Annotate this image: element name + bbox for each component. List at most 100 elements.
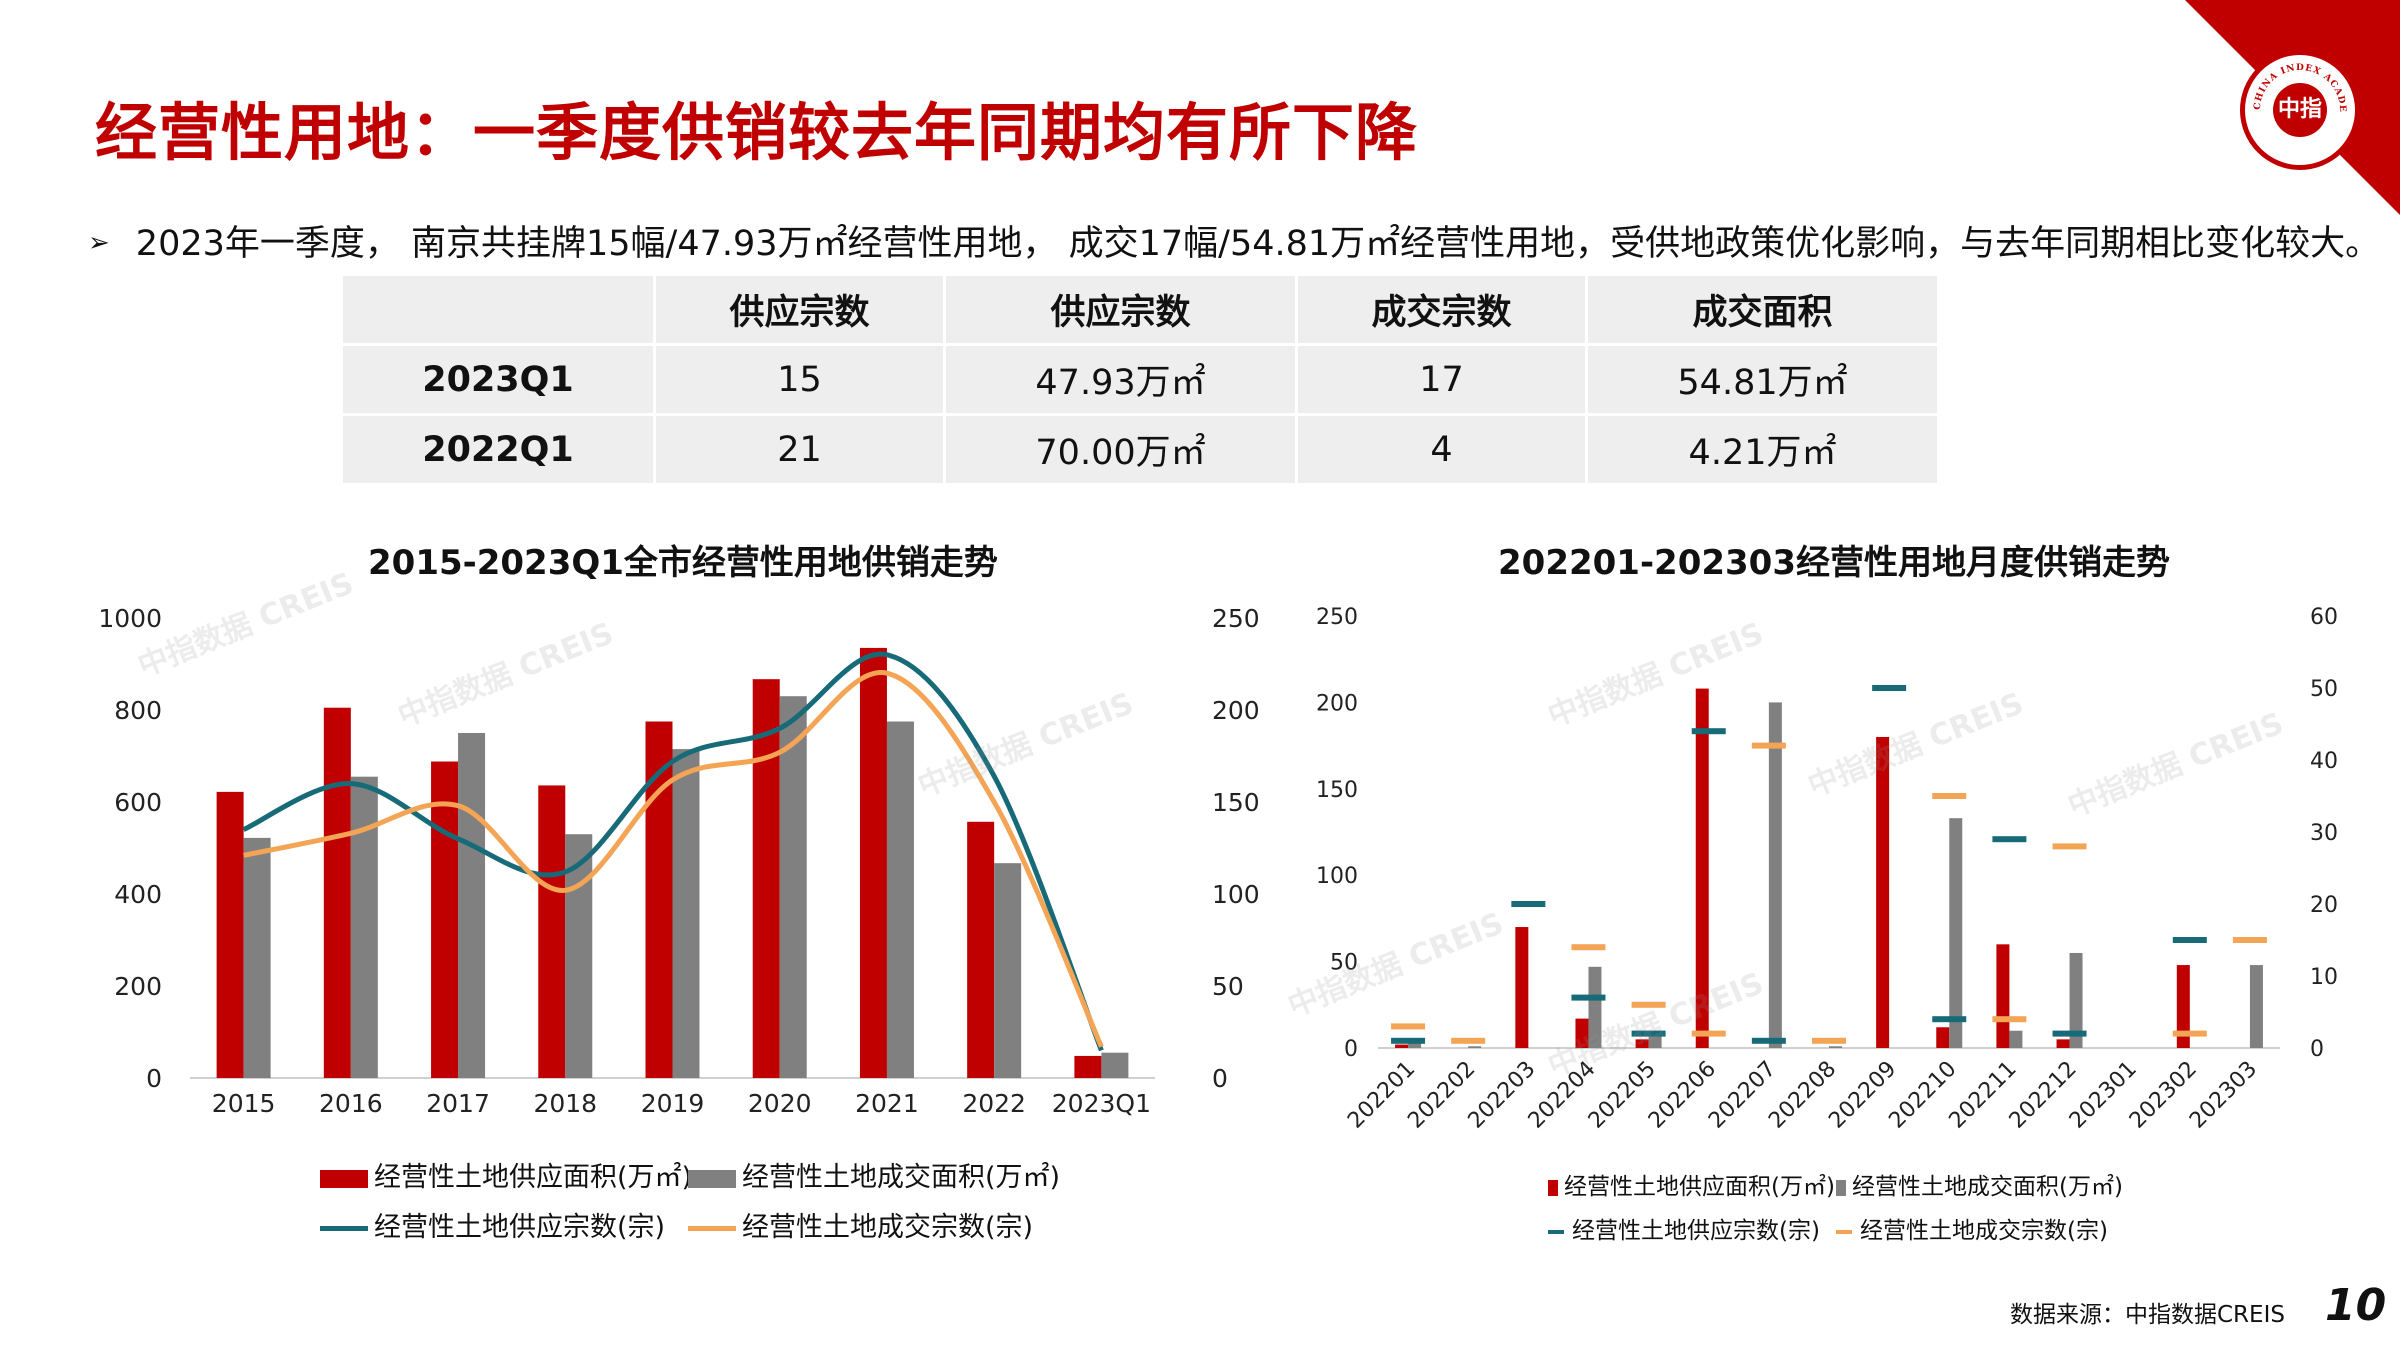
supply-area-bar xyxy=(431,761,459,1078)
supply-count-marker xyxy=(1992,836,2027,843)
table-header-cell: 供应宗数 xyxy=(946,276,1295,343)
legend-label: 经营性土地供应宗数(宗) xyxy=(374,1212,666,1243)
legend-swatch-deal-area xyxy=(1836,1179,1846,1196)
deal-count-marker xyxy=(2172,1030,2207,1037)
x-tick-label: 2018 xyxy=(533,1089,597,1118)
y2-tick-label: 100 xyxy=(1212,880,1260,909)
legend-label: 经营性土地供应面积(万㎡) xyxy=(374,1162,693,1193)
page-title: 经营性用地：一季度供销较去年同期均有所下降 xyxy=(95,96,1419,169)
supply-area-bar xyxy=(967,821,995,1078)
supply-area-bar xyxy=(1074,1055,1102,1078)
deal-area-bar xyxy=(2009,1030,2023,1048)
deal-count-marker xyxy=(1812,1037,1846,1044)
summary-table: 供应宗数 供应宗数 成交宗数 成交面积 2023Q1 15 47.93万㎡ 17… xyxy=(340,273,1940,486)
table-header-cell xyxy=(343,276,653,343)
supply-area-bar xyxy=(1876,736,1890,1048)
legend-swatch-supply-area xyxy=(1548,1179,1558,1196)
legend-swatch-supply-area xyxy=(320,1169,368,1188)
supply-count-marker xyxy=(1751,1037,1786,1044)
supply-area-bar xyxy=(1515,927,1529,1048)
table-row: 2023Q1 15 47.93万㎡ 17 54.81万㎡ xyxy=(343,346,1937,413)
deal-count-marker xyxy=(2232,937,2267,943)
supply-count-line xyxy=(242,651,1104,1052)
x-tick-label: 202303 xyxy=(2185,1057,2262,1134)
y2-tick-label: 0 xyxy=(1212,1064,1228,1093)
y-tick-label: 100 xyxy=(1316,864,1358,889)
legend-label: 经营性土地供应宗数(宗) xyxy=(1572,1218,1820,1244)
y-tick-label: 150 xyxy=(1316,778,1358,803)
chart2-legend-deal-area: 经营性土地成交面积(万㎡) xyxy=(1836,1167,2123,1201)
y-tick-label: 0 xyxy=(1344,1037,1358,1062)
bullet-arrow-icon: ➢ xyxy=(88,228,110,258)
legend-swatch-supply-count xyxy=(320,1226,368,1231)
x-tick-label: 2016 xyxy=(319,1089,383,1118)
y2-tick-label: 60 xyxy=(2310,605,2338,630)
y2-tick-label: 200 xyxy=(1212,696,1260,725)
deal-area-bar xyxy=(886,721,914,1078)
chart2-legend-supply-count: 经营性土地供应宗数(宗) xyxy=(1548,1211,1820,1245)
legend-label: 经营性土地成交面积(万㎡) xyxy=(742,1162,1061,1193)
table-cell: 47.93万㎡ xyxy=(946,346,1295,413)
supply-count-marker xyxy=(1932,1016,1967,1023)
legend-label: 经营性土地供应面积(万㎡) xyxy=(1564,1174,1835,1200)
deal-area-bar xyxy=(994,863,1022,1078)
y-tick-label: 800 xyxy=(114,696,162,725)
supply-area-bar xyxy=(1936,1027,1950,1048)
deal-area-bar xyxy=(1829,1046,1842,1048)
y2-tick-label: 50 xyxy=(1212,972,1244,1001)
deal-area-bar xyxy=(458,733,486,1078)
y-tick-label: 1000 xyxy=(98,604,162,633)
page-number: 10 xyxy=(2325,1280,2387,1331)
supply-count-marker xyxy=(1391,1037,1426,1044)
supply-area-bar xyxy=(216,791,244,1078)
deal-area-bar xyxy=(1101,1052,1129,1078)
summary-bullet: ➢ 2023年一季度， 南京共挂牌15幅/47.93万㎡经营性用地， 成交17幅/… xyxy=(88,215,2380,266)
deal-count-marker xyxy=(1932,793,1967,799)
chart1-legend-supply-area: 经营性土地供应面积(万㎡) xyxy=(320,1155,692,1194)
chart1-title: 2015-2023Q1全市经营性用地供销走势 xyxy=(368,543,998,583)
legend-swatch-deal-count xyxy=(1836,1229,1852,1234)
bullet-text: 2023年一季度， 南京共挂牌15幅/47.93万㎡经营性用地， 成交17幅/5… xyxy=(135,224,2381,264)
deal-count-marker xyxy=(1451,1037,1486,1044)
supply-area-bar xyxy=(752,679,780,1078)
deal-area-bar xyxy=(2249,965,2263,1048)
deal-count-marker xyxy=(1631,1001,1666,1008)
supply-count-marker xyxy=(2172,937,2207,943)
deal-area-bar xyxy=(1468,1046,1482,1048)
table-header-cell: 成交宗数 xyxy=(1297,276,1586,343)
deal-count-marker xyxy=(1391,1023,1426,1030)
deal-area-bar xyxy=(1408,1042,1422,1048)
y2-tick-label: 0 xyxy=(2310,1037,2324,1062)
table-cell: 4.21万㎡ xyxy=(1588,416,1937,483)
table-row-header: 2022Q1 xyxy=(343,416,653,483)
chart1-legend-deal-count: 经营性土地成交宗数(宗) xyxy=(688,1205,1033,1244)
supply-area-bar xyxy=(1575,1018,1589,1048)
chart2-legend-supply-area: 经营性土地供应面积(万㎡) xyxy=(1548,1167,1835,1201)
legend-label: 经营性土地成交面积(万㎡) xyxy=(1852,1174,2123,1200)
supply-area-bar xyxy=(1996,944,2010,1048)
table-cell: 70.00万㎡ xyxy=(946,416,1295,483)
table-cell: 4 xyxy=(1297,416,1586,483)
deal-count-marker xyxy=(1571,944,1606,951)
supply-area-bar xyxy=(2056,1039,2070,1048)
x-tick-label: 2015 xyxy=(212,1089,276,1118)
y2-tick-label: 150 xyxy=(1212,788,1260,817)
logo-center: 中指 xyxy=(2273,83,2327,137)
supply-count-marker xyxy=(2052,1030,2087,1037)
table-header-row: 供应宗数 供应宗数 成交宗数 成交面积 xyxy=(343,276,1937,343)
supply-count-marker xyxy=(1511,901,1546,907)
supply-area-bar xyxy=(323,707,351,1078)
supply-area-bar xyxy=(1395,1044,1409,1048)
y2-tick-label: 30 xyxy=(2310,821,2338,846)
supply-area-bar xyxy=(2176,965,2190,1048)
legend-label: 经营性土地成交宗数(宗) xyxy=(1860,1218,2108,1244)
table-cell: 21 xyxy=(656,416,944,483)
y-tick-label: 0 xyxy=(146,1064,162,1093)
supply-count-marker xyxy=(1872,685,1907,691)
deal-area-bar xyxy=(243,837,271,1078)
supply-area-bar xyxy=(1635,1039,1649,1048)
y2-tick-label: 50 xyxy=(2310,677,2338,702)
x-tick-label: 2021 xyxy=(855,1089,919,1118)
y-tick-label: 200 xyxy=(114,972,162,1001)
monthly-supply-sales-chart: 2502001501005006050403020100202201202202… xyxy=(1316,605,2338,1134)
